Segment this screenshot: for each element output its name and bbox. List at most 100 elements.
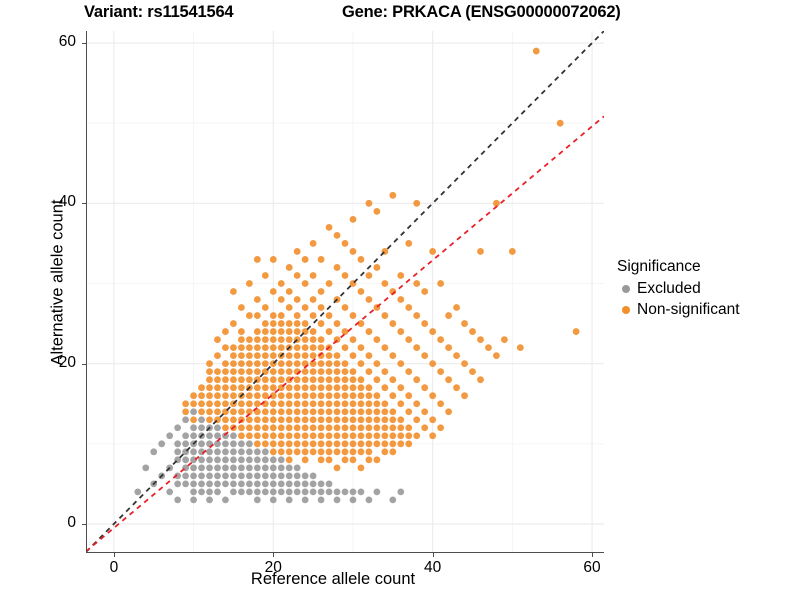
data-point [461,392,468,400]
data-point [365,400,373,408]
data-point [421,408,429,416]
data-point [285,408,293,416]
plot-panel [86,31,604,552]
data-point [301,368,309,376]
data-point [413,432,421,440]
data-point [214,432,221,440]
legend-item-non-significant[interactable]: Non-significant [617,299,740,320]
data-point [293,432,301,440]
data-point [206,384,213,392]
data-point [429,328,437,335]
data-point [261,344,269,352]
data-point [150,448,158,456]
data-point [341,376,349,384]
data-point [277,440,285,448]
data-point [333,432,341,440]
data-point [253,480,261,488]
data-point [174,448,182,456]
data-point [269,384,277,392]
data-point [429,392,437,400]
data-point [206,448,213,456]
x-tick-label: 0 [109,559,119,576]
data-point [317,408,325,416]
data-point [277,320,285,327]
data-point [333,424,341,432]
data-point [453,304,460,311]
data-point [293,376,301,384]
data-point [301,408,309,416]
data-point [230,416,237,424]
data-point [261,304,269,311]
data-point [214,488,221,496]
data-point [373,440,381,448]
data-point [253,424,261,432]
data-point [190,456,197,464]
data-point [341,400,349,408]
data-point [317,368,325,376]
data-point [245,456,253,464]
data-point [461,320,468,327]
data-point [253,360,261,368]
data-point [309,400,317,408]
data-point [230,392,237,400]
data-point [309,472,317,480]
data-point [269,448,277,456]
data-point [245,280,253,287]
data-point [261,488,269,496]
data-point [245,432,253,440]
data-point [269,456,277,464]
data-point [198,424,205,432]
data-point [190,416,197,424]
data-point [277,280,285,287]
data-point [333,464,341,472]
data-point [357,432,365,440]
data-point [357,416,365,424]
y-tick-label: 60 [58,33,76,51]
data-point [301,424,309,432]
data-point [325,456,333,464]
data-point [214,392,221,400]
data-point [190,424,197,432]
data-point [293,272,301,279]
data-point [453,352,460,360]
data-point [293,352,301,360]
data-point [349,424,357,432]
data-point [381,408,389,416]
data-point [285,384,293,392]
data-point [381,432,389,440]
data-point [277,488,285,496]
data-point [230,480,237,488]
data-point [269,472,277,480]
data-point [421,288,429,295]
data-point [357,488,365,496]
data-point [269,352,277,360]
data-point [293,488,301,496]
data-point [508,248,516,255]
data-point [381,400,389,408]
legend-item-excluded[interactable]: Excluded [617,278,740,299]
data-point [253,392,261,400]
legend-items: Excluded Non-significant [617,278,740,320]
data-point [373,432,381,440]
data-point [325,432,333,440]
data-point [269,320,277,327]
data-point [277,328,285,335]
data-point [429,432,437,440]
data-point [341,344,349,352]
data-point [222,344,229,352]
data-point [381,416,389,424]
data-point [405,408,413,416]
data-point [206,360,213,368]
data-point [269,440,277,448]
x-axis-line [86,552,604,553]
data-point [325,352,333,360]
data-point [269,480,277,488]
data-point [365,384,373,392]
data-point [309,240,317,247]
data-point [325,488,333,496]
data-point [198,456,205,464]
data-point [341,440,349,448]
data-point [245,368,253,376]
data-point [198,416,205,424]
data-point [293,464,301,472]
